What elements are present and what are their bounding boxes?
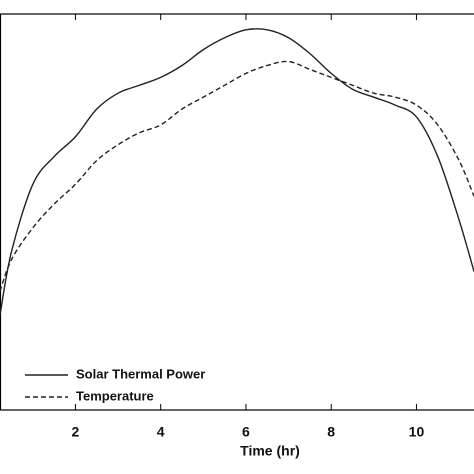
legend-label: Temperature <box>76 388 154 403</box>
x-tick-label: 2 <box>72 424 80 440</box>
legend-label: Solar Thermal Power <box>76 366 205 381</box>
x-tick-label: 4 <box>157 424 165 440</box>
plot-frame <box>0 13 474 411</box>
x-tick-label: 6 <box>242 424 250 440</box>
x-tick-label: 8 <box>327 424 335 440</box>
line-series <box>0 28 474 316</box>
line-series <box>0 60 474 292</box>
x-tick-label: 10 <box>409 424 425 440</box>
x-axis-label: Time (hr) <box>240 443 300 459</box>
